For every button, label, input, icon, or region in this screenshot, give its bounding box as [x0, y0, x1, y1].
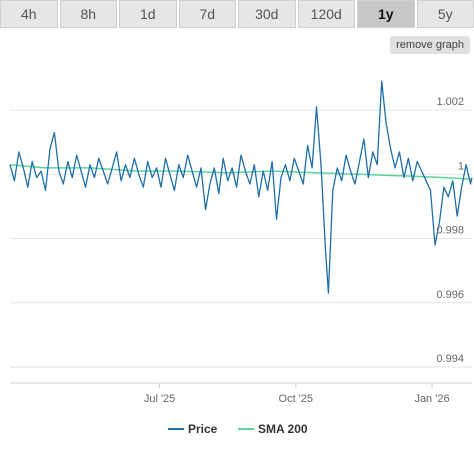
remove-graph-button[interactable]: remove graph: [390, 36, 470, 54]
tab-7d[interactable]: 7d: [178, 0, 236, 28]
x-tick-label: Jan '26: [414, 393, 449, 405]
price-line: [9, 80, 473, 294]
y-tick-label: 0.994: [436, 353, 464, 365]
y-axis-labels: 1.002 1 0.998 0.996 0.994: [436, 96, 464, 365]
timeframe-tabs: 4h 8h 1d 7d 30d 120d 1y 5y: [0, 0, 474, 30]
tab-4h[interactable]: 4h: [0, 0, 58, 28]
y-tick-label: 0.998: [436, 225, 464, 237]
sma-200-line: [9, 163, 473, 180]
y-tick-label: 1.002: [436, 96, 464, 108]
tab-1y[interactable]: 1y: [357, 0, 415, 28]
y-tick-label: 1: [458, 160, 464, 172]
series-lines: [9, 80, 473, 294]
tab-5y[interactable]: 5y: [416, 0, 474, 28]
x-axis: Jul '25 Oct '25 Jan '26: [10, 382, 472, 405]
legend-item[interactable]: SMA 200: [258, 422, 308, 436]
legend-item[interactable]: Price: [188, 422, 218, 436]
x-tick-label: Oct '25: [279, 393, 314, 405]
tab-30d[interactable]: 30d: [238, 0, 296, 28]
legend: Price SMA 200: [168, 422, 308, 436]
tab-1d[interactable]: 1d: [119, 0, 177, 28]
grid-lines: [10, 109, 472, 368]
tab-120d[interactable]: 120d: [297, 0, 355, 28]
x-tick-label: Jul '25: [144, 393, 175, 405]
y-tick-label: 0.996: [436, 289, 464, 301]
tab-8h[interactable]: 8h: [59, 0, 117, 28]
